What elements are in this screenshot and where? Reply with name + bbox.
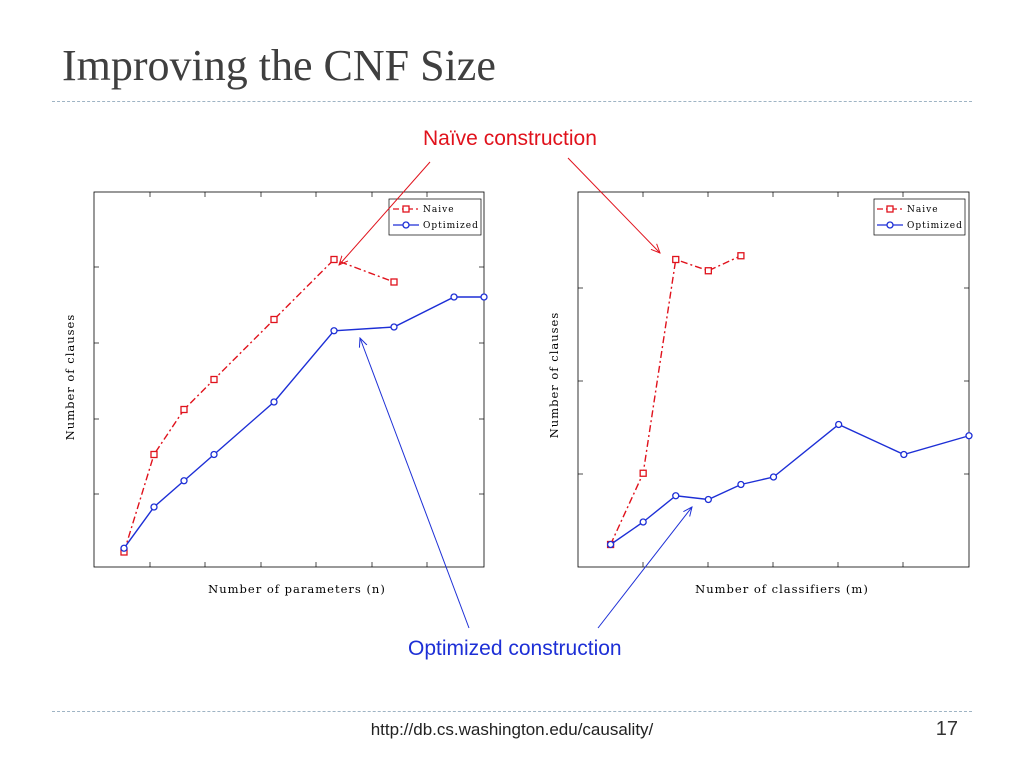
point-optimized	[480, 293, 488, 301]
point-optimized	[150, 503, 158, 511]
legend2-optimized-label: Optimized	[907, 221, 963, 231]
point-naive	[330, 255, 338, 264]
chart2-ylabel: Number of clauses	[547, 312, 561, 439]
legend2-optimized-marker	[886, 221, 894, 229]
legend-optimized-marker	[402, 221, 410, 229]
footer-divider	[52, 711, 972, 712]
point-naive	[672, 255, 680, 264]
point-optimized	[965, 432, 973, 440]
series-line-naive	[609, 255, 742, 545]
legend2-naive-marker	[886, 205, 894, 213]
optimized-arrow-left	[360, 338, 470, 629]
point-optimized	[210, 450, 218, 459]
point-naive	[270, 315, 278, 324]
point-naive	[737, 252, 745, 260]
chart1-frame	[93, 191, 485, 568]
point-optimized	[180, 477, 188, 485]
chart1-ticks	[94, 192, 484, 567]
legend2-naive-label: Naive	[907, 205, 939, 215]
legend-naive-marker	[402, 205, 410, 213]
chart2-ticks	[578, 192, 969, 567]
page-number: 17	[935, 718, 958, 740]
point-optimized	[330, 327, 338, 335]
point-optimized	[639, 518, 647, 526]
point-naive	[150, 450, 158, 459]
series-line-optimized	[610, 423, 970, 546]
footer-url: http://db.cs.washington.edu/causality/	[370, 720, 654, 739]
chart1-series	[120, 255, 488, 556]
naive-annotation: Naïve construction	[423, 127, 597, 150]
point-optimized	[606, 540, 615, 549]
title-divider	[52, 101, 972, 102]
legend-optimized-label: Optimized	[423, 221, 479, 231]
point-naive	[210, 375, 218, 384]
point-optimized	[270, 398, 278, 406]
point-optimized	[769, 473, 778, 481]
point-naive	[390, 278, 398, 286]
point-optimized	[672, 492, 680, 500]
optimized-annotation: Optimized construction	[408, 637, 622, 660]
optimized-arrow-right	[597, 507, 692, 629]
chart2-legend: Naive Optimized	[873, 198, 966, 236]
legend-naive-label: Naive	[423, 205, 455, 215]
point-optimized	[390, 323, 398, 331]
point-naive	[639, 469, 647, 477]
point-optimized	[450, 293, 458, 301]
naive-arrow-left	[339, 161, 431, 265]
chart2-xlabel: Number of classifiers (m)	[695, 582, 869, 596]
point-naive	[704, 267, 712, 275]
point-optimized	[120, 544, 128, 552]
point-optimized	[835, 420, 843, 429]
chart1-legend: Naive Optimized	[388, 198, 482, 236]
point-naive	[180, 405, 188, 414]
chart2-frame	[577, 191, 970, 568]
point-optimized	[900, 450, 908, 459]
naive-arrow-right	[567, 157, 660, 253]
chart2-series	[606, 252, 973, 549]
point-optimized	[704, 495, 712, 504]
chart1-ylabel: Number of clauses	[63, 314, 77, 441]
slide-title: Improving the CNF Size	[62, 41, 496, 90]
chart1-xlabel: Number of parameters (n)	[208, 582, 386, 596]
point-optimized	[737, 480, 745, 489]
series-line-naive	[123, 258, 395, 553]
series-line-optimized	[123, 296, 484, 549]
